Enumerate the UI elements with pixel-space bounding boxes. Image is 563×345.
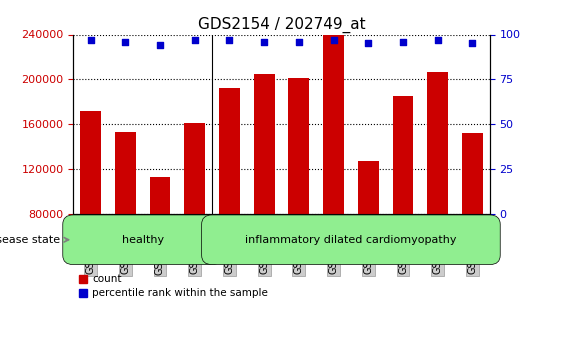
Point <box>364 41 373 46</box>
Bar <box>254 74 275 214</box>
Bar <box>358 161 379 214</box>
Legend: count, percentile rank within the sample: count, percentile rank within the sample <box>78 274 268 298</box>
FancyBboxPatch shape <box>63 215 222 265</box>
Point <box>468 41 477 46</box>
Title: GDS2154 / 202749_at: GDS2154 / 202749_at <box>198 17 365 33</box>
Text: disease state: disease state <box>0 235 69 245</box>
Point <box>260 39 269 45</box>
Bar <box>219 88 240 214</box>
Point <box>225 37 234 43</box>
Point <box>434 37 443 43</box>
Point <box>329 37 338 43</box>
Bar <box>184 123 205 214</box>
Bar <box>392 96 413 214</box>
Bar <box>150 177 171 214</box>
Text: healthy: healthy <box>122 235 164 245</box>
Bar <box>323 34 344 214</box>
FancyBboxPatch shape <box>202 215 501 265</box>
Point <box>190 37 199 43</box>
Bar <box>288 78 309 214</box>
Bar <box>80 111 101 214</box>
Point <box>399 39 408 45</box>
Point <box>155 42 164 48</box>
Point <box>86 37 95 43</box>
Point <box>120 39 129 45</box>
Bar <box>427 71 448 214</box>
Bar <box>462 133 483 214</box>
Text: inflammatory dilated cardiomyopathy: inflammatory dilated cardiomyopathy <box>245 235 457 245</box>
Bar <box>115 132 136 214</box>
Point <box>294 39 303 45</box>
